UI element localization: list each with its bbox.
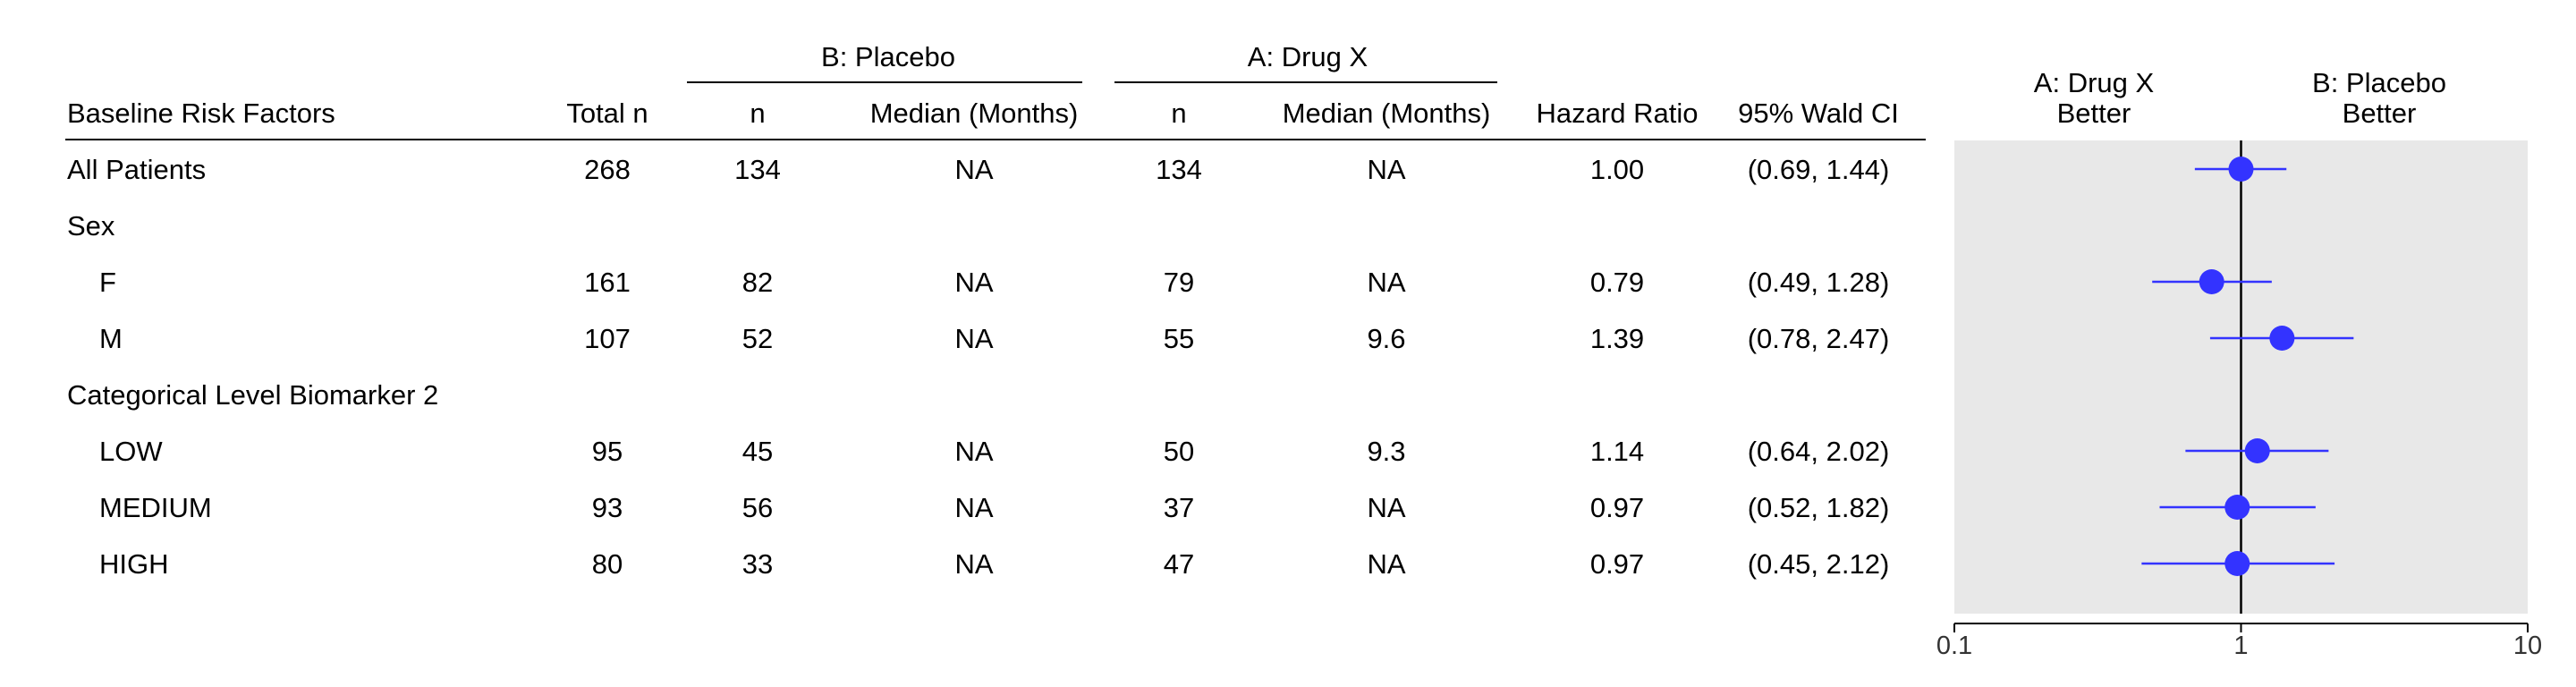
cell-ci: (0.45, 2.12) [1747, 548, 1890, 580]
cell-placebo-median: NA [954, 323, 994, 354]
cell-total-n: 161 [584, 267, 631, 298]
group-header-placebo: B: Placebo [821, 41, 955, 72]
cell-placebo-median: NA [954, 548, 994, 580]
hr-point [2228, 157, 2254, 182]
cell-placebo-median: NA [954, 267, 994, 298]
cell-placebo-n: 134 [734, 154, 781, 185]
header-rule [65, 139, 1926, 140]
cell-ci: (0.69, 1.44) [1747, 154, 1890, 185]
cell-placebo-n: 82 [741, 267, 774, 298]
hr-point [2224, 551, 2250, 576]
col-header-hazard-ratio: Hazard Ratio [1536, 98, 1699, 129]
plot-header-left-line2: Better [2056, 98, 2131, 129]
cell-drug-median: NA [1367, 154, 1406, 185]
plot-header-left-line1: A: Drug X [2033, 67, 2155, 98]
row-label: LOW [99, 436, 163, 467]
col-header-placebo-n: n [750, 98, 766, 129]
cell-total-n: 268 [584, 154, 631, 185]
group-rule-placebo [687, 81, 1082, 83]
cell-drug-median: NA [1367, 492, 1406, 523]
cell-total-n: 80 [591, 548, 623, 580]
cell-drug-median: NA [1367, 548, 1406, 580]
row-label: Categorical Level Biomarker 2 [67, 379, 439, 411]
cell-hazard-ratio: 0.97 [1589, 548, 1645, 580]
cell-hazard-ratio: 1.14 [1589, 436, 1645, 467]
hr-point [2269, 326, 2295, 351]
x-tick-label: 10 [2513, 632, 2542, 660]
plot-header-right-line1: B: Placebo [2312, 67, 2446, 98]
cell-drug-n: 134 [1156, 154, 1202, 185]
hr-point [2224, 495, 2250, 520]
hr-point [2244, 438, 2270, 463]
cell-placebo-n: 56 [741, 492, 774, 523]
col-header-drug-median: Median (Months) [1282, 98, 1491, 129]
x-tick-label: 1 [2233, 632, 2248, 660]
row-label: MEDIUM [99, 492, 212, 523]
cell-total-n: 95 [591, 436, 623, 467]
row-label: Sex [67, 210, 115, 242]
cell-ci: (0.49, 1.28) [1747, 267, 1890, 298]
cell-placebo-n: 52 [741, 323, 774, 354]
plot-header-right-line2: Better [2342, 98, 2417, 129]
cell-ci: (0.64, 2.02) [1747, 436, 1890, 467]
cell-placebo-median: NA [954, 492, 994, 523]
cell-ci: (0.78, 2.47) [1747, 323, 1890, 354]
cell-drug-n: 37 [1163, 492, 1195, 523]
plot-header-right: B: Placebo Better [2312, 68, 2446, 129]
cell-hazard-ratio: 0.79 [1589, 267, 1645, 298]
cell-placebo-median: NA [954, 436, 994, 467]
col-header-placebo-median: Median (Months) [869, 98, 1079, 129]
cell-total-n: 107 [584, 323, 631, 354]
col-header-drug-n: n [1171, 98, 1187, 129]
row-label: HIGH [99, 548, 169, 580]
cell-drug-n: 79 [1163, 267, 1195, 298]
hr-point [2199, 269, 2224, 294]
group-header-drug: A: Drug X [1247, 41, 1368, 72]
cell-drug-n: 55 [1163, 323, 1195, 354]
col-header-ci: 95% Wald CI [1738, 98, 1899, 129]
row-label: M [99, 323, 123, 354]
cell-drug-n: 50 [1163, 436, 1195, 467]
group-rule-drug [1114, 81, 1497, 83]
row-label: All Patients [67, 154, 207, 185]
col-header-factor: Baseline Risk Factors [67, 98, 335, 129]
x-tick-label: 0.1 [1936, 632, 1972, 660]
cell-drug-n: 47 [1163, 548, 1195, 580]
cell-hazard-ratio: 0.97 [1589, 492, 1645, 523]
cell-drug-median: 9.3 [1367, 436, 1406, 467]
cell-placebo-n: 33 [741, 548, 774, 580]
cell-hazard-ratio: 1.39 [1589, 323, 1645, 354]
cell-placebo-n: 45 [741, 436, 774, 467]
cell-ci: (0.52, 1.82) [1747, 492, 1890, 523]
row-label: F [99, 267, 116, 298]
cell-drug-median: NA [1367, 267, 1406, 298]
cell-placebo-median: NA [954, 154, 994, 185]
cell-drug-median: 9.6 [1367, 323, 1406, 354]
cell-hazard-ratio: 1.00 [1589, 154, 1645, 185]
cell-total-n: 93 [591, 492, 623, 523]
plot-header-left: A: Drug X Better [2034, 68, 2154, 129]
col-header-total-n: Total n [566, 98, 648, 129]
